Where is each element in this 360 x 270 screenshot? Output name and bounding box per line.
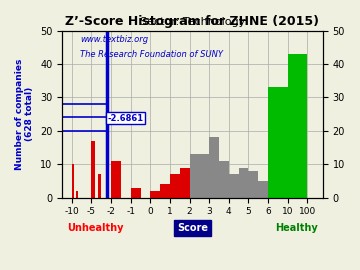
Bar <box>180 168 189 198</box>
Text: The Research Foundation of SUNY: The Research Foundation of SUNY <box>80 50 223 59</box>
Bar <box>270 178 273 198</box>
Text: Healthy: Healthy <box>275 223 318 233</box>
Text: Sector: Technology: Sector: Technology <box>140 17 245 27</box>
Bar <box>280 174 283 198</box>
Title: Z’-Score Histogram for ZHNE (2015): Z’-Score Histogram for ZHNE (2015) <box>66 15 319 28</box>
Bar <box>98 174 101 198</box>
Y-axis label: Number of companies
(628 total): Number of companies (628 total) <box>15 58 35 170</box>
Bar <box>268 157 270 198</box>
Bar <box>239 168 248 198</box>
Bar <box>258 181 268 198</box>
Bar <box>160 184 170 198</box>
Bar <box>275 171 278 198</box>
Text: Score: Score <box>177 223 208 233</box>
Bar <box>268 87 288 198</box>
Bar <box>248 171 258 198</box>
Text: Unhealthy: Unhealthy <box>67 223 124 233</box>
Bar <box>219 161 229 198</box>
Bar <box>111 161 121 198</box>
Text: www.textbiz.org: www.textbiz.org <box>80 35 148 44</box>
Bar <box>273 164 275 198</box>
Bar <box>189 154 199 198</box>
Bar <box>150 191 160 198</box>
Bar <box>131 188 140 198</box>
Bar <box>278 164 280 198</box>
Bar <box>285 178 288 198</box>
Text: -2.6861: -2.6861 <box>108 114 144 123</box>
Bar <box>170 174 180 198</box>
Bar <box>76 191 78 198</box>
Bar <box>199 154 209 198</box>
Bar <box>209 137 219 198</box>
Bar <box>283 184 285 198</box>
Bar <box>91 141 95 198</box>
Bar <box>229 174 239 198</box>
Bar <box>72 164 74 198</box>
Bar <box>288 54 307 198</box>
